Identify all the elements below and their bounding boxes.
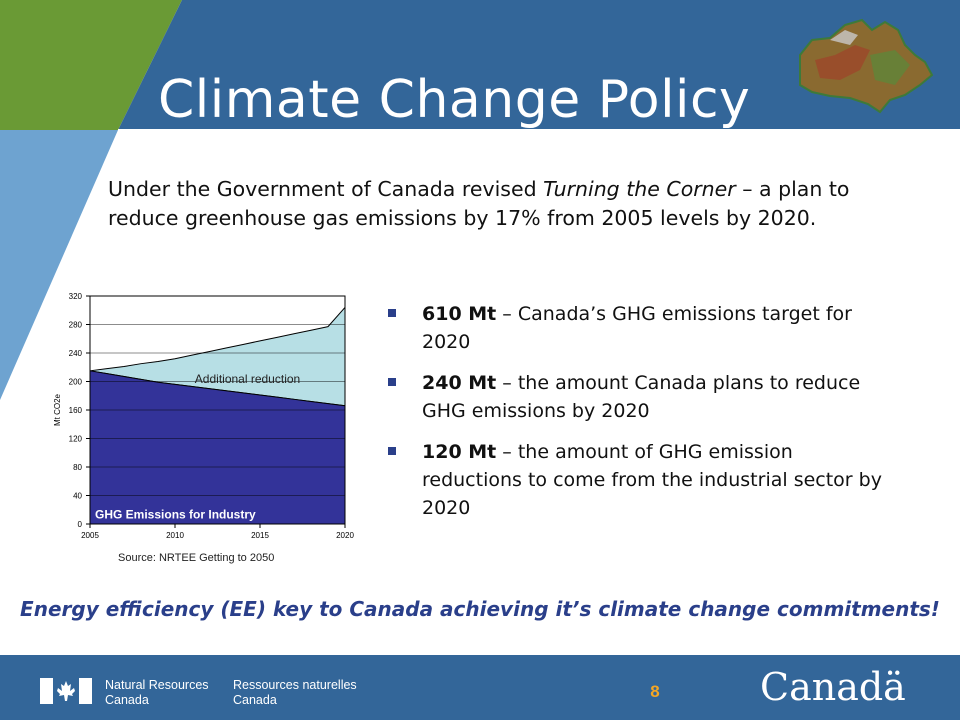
canada-map-icon: [799, 18, 934, 114]
bullet-item: 120 Mt – the amount of GHG emission redu…: [388, 438, 888, 522]
series-area-ghg-emissions: [89, 370, 346, 525]
intro-text: Under the Government of Canada revised T…: [108, 175, 908, 233]
annotation-additional-reduction: Additional reduction: [195, 372, 300, 386]
bullet-bold: 240 Mt: [422, 372, 497, 394]
bullet-bold: 610 Mt: [422, 303, 497, 325]
bullet-text: – the amount of GHG emission reductions …: [422, 441, 882, 519]
bullet-item: 610 Mt – Canada’s GHG emissions target f…: [388, 300, 888, 356]
annotation-ghg-emissions: GHG Emissions for Industry: [95, 507, 256, 521]
y-tick-label: 0: [78, 520, 83, 529]
bullet-bold: 120 Mt: [422, 441, 497, 463]
dept-name-en: Natural Resources Canada: [105, 678, 209, 707]
intro-suffix: – a plan to reduce greenhouse gas emissi…: [108, 177, 850, 230]
x-tick-label: 2005: [81, 531, 99, 540]
footer-bar: [0, 655, 960, 720]
bullet-square-icon: [388, 447, 396, 455]
y-tick-label: 280: [69, 321, 83, 330]
intro-prefix: Under the Government of Canada revised: [108, 177, 544, 201]
bullet-item: 240 Mt – the amount Canada plans to redu…: [388, 369, 888, 425]
header-blue-band: [118, 0, 960, 130]
x-tick-label: 2010: [166, 531, 184, 540]
y-tick-label: 320: [69, 292, 83, 301]
bullet-square-icon: [388, 378, 396, 386]
bullet-text: – Canada’s GHG emissions target for 2020: [422, 303, 852, 353]
x-tick-label: 2015: [251, 531, 269, 540]
x-tick-label: 2020: [336, 531, 354, 540]
dept-name-fr: Ressources naturelles Canada: [233, 678, 357, 707]
canada-wordmark: Canadä: [760, 665, 906, 709]
y-tick-label: 120: [69, 435, 83, 444]
bullet-text: – the amount Canada plans to reduce GHG …: [422, 372, 861, 422]
canada-flag-icon: [40, 678, 92, 704]
page-number: 8: [650, 682, 660, 701]
intro-italic: Turning the Corner: [543, 177, 736, 201]
side-light-blue-band: [0, 130, 118, 400]
header-green-block: [0, 0, 182, 130]
bullet-square-icon: [388, 309, 396, 317]
y-axis-label: Mt CO2e: [53, 393, 62, 426]
y-tick-label: 40: [73, 492, 82, 501]
page-title: Climate Change Policy: [158, 70, 751, 130]
ghg-area-chart: 0 40 80 120 160 200 240 280 320 2005 2010 2015 2020 M…: [53, 292, 354, 540]
y-tick-label: 160: [69, 406, 83, 415]
tagline: Energy efficiency (EE) key to Canada ach…: [20, 597, 940, 621]
y-tick-label: 240: [69, 349, 83, 358]
y-tick-label: 200: [69, 378, 83, 387]
y-tick-label: 80: [73, 463, 82, 472]
header-background: [0, 0, 960, 400]
bullet-list: 610 Mt – Canada’s GHG emissions target f…: [388, 300, 888, 535]
chart-source: Source: NRTEE Getting to 2050: [118, 552, 275, 564]
